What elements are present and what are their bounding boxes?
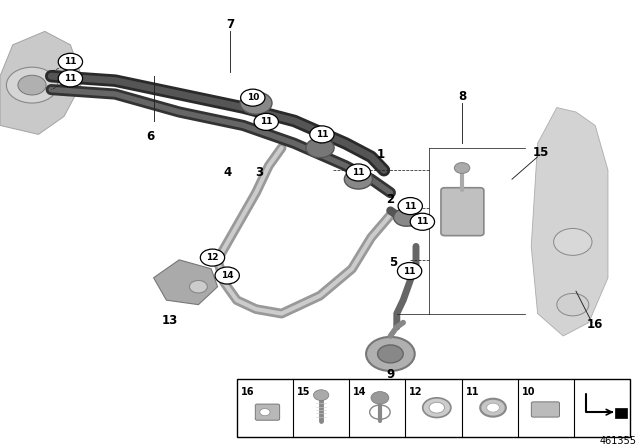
Circle shape <box>480 399 506 417</box>
Circle shape <box>306 138 334 158</box>
Circle shape <box>557 293 589 316</box>
Text: 11: 11 <box>316 130 328 139</box>
Circle shape <box>423 398 451 418</box>
Text: 13: 13 <box>161 314 178 327</box>
Text: 12: 12 <box>410 387 423 396</box>
Circle shape <box>58 53 83 70</box>
Text: 9: 9 <box>387 367 394 381</box>
Text: 11: 11 <box>260 117 273 126</box>
Circle shape <box>486 403 499 412</box>
Circle shape <box>394 208 419 226</box>
Text: 11: 11 <box>404 202 417 211</box>
Circle shape <box>240 92 272 114</box>
Bar <box>615 408 627 418</box>
Polygon shape <box>154 260 218 305</box>
Text: 4: 4 <box>223 166 231 179</box>
Circle shape <box>310 126 334 143</box>
Circle shape <box>200 249 225 266</box>
Bar <box>237 379 630 437</box>
Text: 11: 11 <box>465 387 479 396</box>
Circle shape <box>398 198 422 215</box>
Text: 16: 16 <box>587 318 604 332</box>
Circle shape <box>260 409 270 416</box>
FancyBboxPatch shape <box>255 404 280 420</box>
FancyBboxPatch shape <box>441 188 484 236</box>
Text: 14: 14 <box>221 271 234 280</box>
FancyBboxPatch shape <box>531 402 559 417</box>
Circle shape <box>410 213 435 230</box>
Text: 10: 10 <box>522 387 535 396</box>
Circle shape <box>397 263 422 280</box>
Circle shape <box>371 392 389 404</box>
Polygon shape <box>0 31 83 134</box>
Circle shape <box>344 169 372 189</box>
Text: 11: 11 <box>403 267 416 276</box>
Text: 14: 14 <box>353 387 367 396</box>
Circle shape <box>554 228 592 255</box>
Circle shape <box>241 89 265 106</box>
Text: 2: 2 <box>387 193 394 206</box>
Text: 10: 10 <box>246 93 259 102</box>
Circle shape <box>346 164 371 181</box>
Circle shape <box>254 113 278 130</box>
Circle shape <box>454 163 470 173</box>
Text: 8: 8 <box>458 90 466 103</box>
Text: 1: 1 <box>377 148 385 161</box>
Text: 11: 11 <box>352 168 365 177</box>
Text: 5: 5 <box>390 255 397 269</box>
Circle shape <box>58 70 83 87</box>
Text: 15: 15 <box>532 146 549 159</box>
Text: 16: 16 <box>241 387 254 396</box>
Circle shape <box>6 67 58 103</box>
Circle shape <box>215 267 239 284</box>
Text: 11: 11 <box>64 57 77 66</box>
Text: 11: 11 <box>64 74 77 83</box>
Text: 7: 7 <box>227 18 234 31</box>
Text: 15: 15 <box>297 387 310 396</box>
Circle shape <box>18 75 46 95</box>
Circle shape <box>378 345 403 363</box>
Circle shape <box>366 337 415 371</box>
Circle shape <box>314 390 329 401</box>
Circle shape <box>429 402 445 413</box>
Circle shape <box>189 280 207 293</box>
Text: 6: 6 <box>147 130 154 143</box>
Text: 3: 3 <box>255 166 263 179</box>
Text: 11: 11 <box>416 217 429 226</box>
Polygon shape <box>531 108 608 336</box>
Text: 461355: 461355 <box>600 436 637 446</box>
Text: 12: 12 <box>206 253 219 262</box>
